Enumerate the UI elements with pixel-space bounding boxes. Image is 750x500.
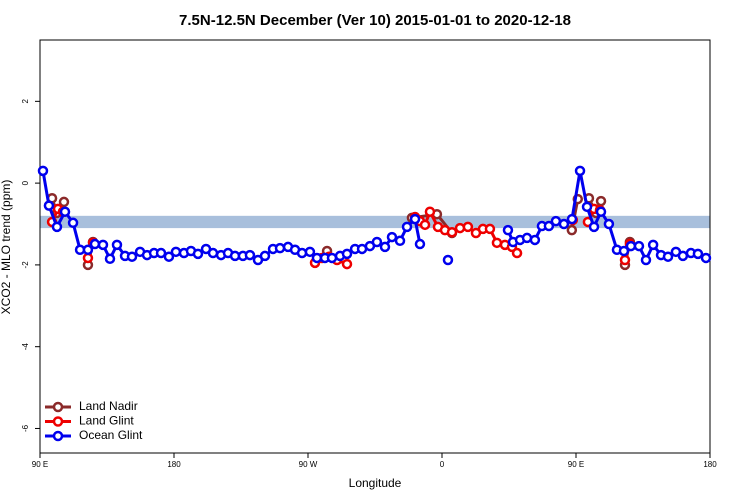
- data-point: [566, 224, 578, 236]
- data-point: [170, 246, 182, 258]
- data-point: [67, 217, 79, 229]
- data-point: [529, 234, 541, 246]
- data-point: [409, 213, 421, 225]
- data-point: [574, 165, 586, 177]
- data-point: [37, 165, 49, 177]
- data-point: [700, 252, 712, 264]
- x-tick-label: 180: [167, 460, 181, 469]
- data-point: [595, 206, 607, 217]
- data-point: [274, 242, 286, 254]
- data-point: [394, 235, 406, 247]
- data-point: [58, 196, 70, 208]
- legend-marker: [52, 430, 64, 442]
- data-point: [446, 226, 458, 238]
- y-tick-label: 2: [21, 99, 30, 104]
- data-point: [640, 254, 652, 266]
- y-tick-label: -4: [21, 343, 30, 351]
- data-point: [371, 236, 383, 248]
- data-point: [379, 241, 391, 253]
- y-tick-label: -2: [21, 261, 30, 269]
- data-point: [647, 239, 659, 251]
- data-point: [491, 237, 503, 249]
- data-point: [442, 254, 454, 266]
- plot-frame: [39, 39, 711, 454]
- data-point: [588, 221, 600, 233]
- data-point: [386, 231, 398, 243]
- data-point: [603, 218, 615, 230]
- data-point: [104, 253, 116, 265]
- data-point: [419, 219, 431, 231]
- data-point: [511, 247, 523, 259]
- data-point: [462, 221, 474, 233]
- data-point: [424, 206, 436, 217]
- x-tick-label: 90 E: [568, 460, 584, 469]
- data-point: [51, 221, 63, 233]
- legend-label: Land Glint: [79, 414, 134, 428]
- data-point: [543, 220, 555, 232]
- data-point: [155, 247, 167, 259]
- data-point: [692, 248, 704, 260]
- data-point: [126, 251, 138, 262]
- data-point: [207, 247, 219, 259]
- data-point: [192, 248, 204, 260]
- data-point: [59, 206, 71, 217]
- x-tick-label: 90 E: [32, 460, 48, 469]
- data-point: [618, 245, 630, 257]
- data-point: [414, 238, 426, 250]
- data-point: [558, 218, 570, 230]
- data-point: [326, 252, 338, 264]
- data-point: [89, 238, 101, 250]
- data-point: [163, 251, 175, 262]
- data-point: [111, 239, 123, 251]
- data-point: [619, 254, 631, 266]
- data-point: [43, 200, 55, 211]
- data-point: [581, 201, 593, 213]
- legend-marker: [52, 401, 64, 413]
- data-point: [82, 244, 94, 256]
- data-point: [259, 250, 271, 262]
- legend-label: Ocean Glint: [79, 428, 143, 442]
- data-point: [97, 239, 109, 251]
- data-point: [566, 213, 578, 225]
- y-tick-label: -6: [21, 424, 30, 432]
- data-point: [341, 258, 353, 270]
- data-point: [662, 251, 674, 262]
- x-tick-label: 0: [440, 460, 445, 469]
- data-point: [484, 223, 496, 235]
- data-point: [304, 246, 316, 258]
- data-point: [633, 240, 645, 252]
- x-axis-label: Longitude: [349, 476, 402, 490]
- data-point: [595, 195, 607, 207]
- data-point: [502, 224, 514, 236]
- data-point: [401, 221, 413, 233]
- legend-marker: [52, 416, 64, 427]
- data-point: [244, 249, 256, 261]
- x-tick-label: 180: [703, 460, 717, 469]
- legend-label: Land Nadir: [79, 399, 138, 413]
- chart-title: 7.5N-12.5N December (Ver 10) 2015-01-01 …: [179, 12, 571, 29]
- x-tick-label: 90 W: [299, 460, 318, 469]
- y-axis-label: XCO2 - MLO trend (ppm): [0, 180, 13, 315]
- data-point: [341, 248, 353, 260]
- data-point: [82, 252, 94, 264]
- y-tick-label: 0: [21, 180, 30, 185]
